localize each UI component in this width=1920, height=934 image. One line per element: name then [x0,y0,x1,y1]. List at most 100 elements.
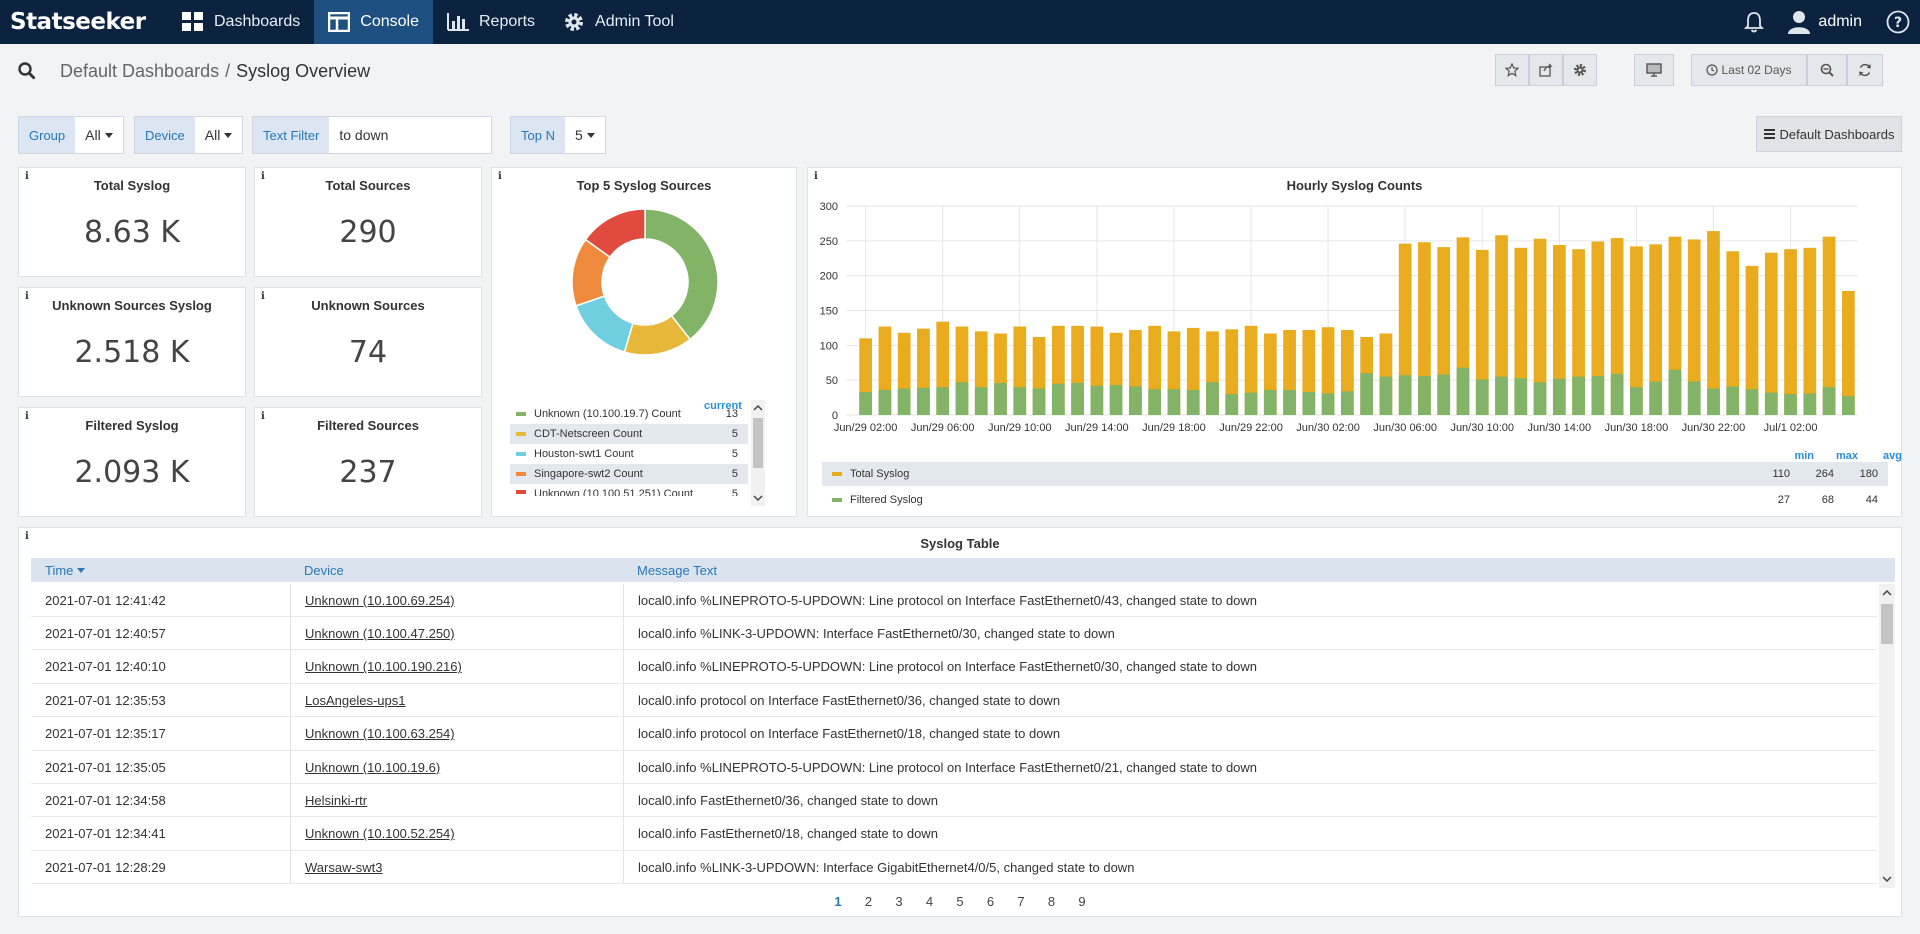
donut-slice[interactable] [575,295,634,353]
donut-slice[interactable] [584,208,646,259]
bar-filtered-syslog[interactable] [917,387,930,415]
bar-filtered-syslog[interactable] [859,392,872,415]
bar-filtered-syslog[interactable] [1456,367,1470,415]
legend-item[interactable]: Unknown (10.100.19.7) Count 13 [510,404,748,424]
bar-filtered-syslog[interactable] [1360,373,1373,415]
device-link[interactable]: Unknown (10.100.190.216) [305,659,462,675]
bar-filtered-syslog[interactable] [878,389,892,415]
device-link[interactable]: Unknown (10.100.47.250) [305,625,455,641]
bar-filtered-syslog[interactable] [1051,383,1065,415]
device-link[interactable]: Unknown (10.100.19.6) [305,759,441,775]
bar-filtered-syslog[interactable] [1822,387,1836,415]
page-number[interactable]: 1 [834,894,842,909]
chevron-down-icon[interactable] [751,492,765,504]
bar-total-syslog[interactable] [1764,252,1778,415]
bar-filtered-syslog[interactable] [1418,375,1431,415]
nav-item-console[interactable]: Console [314,0,433,44]
bar-total-syslog[interactable] [1398,243,1412,415]
bar-filtered-syslog[interactable] [1148,389,1162,415]
donut-slice[interactable] [644,208,719,341]
chevron-up-icon[interactable] [1879,586,1895,600]
bar-filtered-syslog[interactable] [1630,387,1643,415]
info-icon[interactable]: i [25,531,29,542]
bar-filtered-syslog[interactable] [1514,378,1528,415]
bar-filtered-syslog[interactable] [1129,386,1142,415]
bar-filtered-syslog[interactable] [1591,375,1605,415]
page-number[interactable]: 7 [1017,894,1025,909]
info-icon[interactable]: i [814,171,818,182]
table-scrollbar[interactable] [1879,584,1895,888]
table-row[interactable]: 2021-07-01 12:40:57 Unknown (10.100.47.25… [31,616,1877,651]
bar-filtered-syslog[interactable] [1341,391,1354,415]
bar-total-syslog[interactable] [1745,265,1759,415]
page-number[interactable]: 4 [925,894,934,909]
device-link[interactable]: LosAngeles-ups1 [305,692,406,708]
column-header-time[interactable]: Time [31,563,290,578]
bar-filtered-syslog[interactable] [994,382,1007,415]
share-button[interactable] [1529,54,1563,86]
table-row[interactable]: 2021-07-01 12:35:53 LosAngeles-ups1 local0… [31,683,1877,718]
info-icon[interactable]: i [25,291,29,302]
bar-total-syslog[interactable] [1321,327,1335,415]
bar-filtered-syslog[interactable] [955,382,969,415]
group-filter[interactable]: Group All [18,116,124,154]
bar-total-syslog[interactable] [1495,235,1508,415]
chevron-down-icon[interactable] [1879,872,1895,886]
bar-filtered-syslog[interactable] [1552,378,1566,415]
bell-icon[interactable] [1744,11,1765,33]
bar-filtered-syslog[interactable] [1842,396,1855,415]
favorite-button[interactable] [1495,54,1529,86]
bar-total-syslog[interactable] [1687,239,1701,415]
page-number[interactable]: 6 [986,894,995,909]
bar-total-syslog[interactable] [1514,247,1528,415]
bar-filtered-syslog[interactable] [1649,381,1663,415]
legend-item[interactable]: CDT-Netscreen Count 5 [510,424,748,444]
bar-filtered-syslog[interactable] [1167,389,1181,415]
chart-legend-item[interactable]: Filtered Syslog 27 68 44 [822,488,1888,512]
device-link[interactable]: Unknown (10.100.69.254) [305,592,455,608]
bar-total-syslog[interactable] [1572,249,1585,415]
statseeker-logo[interactable]: Statseeker [0,9,168,35]
bar-total-syslog[interactable] [1842,290,1855,415]
bar-total-syslog[interactable] [1475,249,1489,415]
bar-filtered-syslog[interactable] [1283,389,1296,415]
device-link[interactable]: Helsinki-rtr [305,792,368,808]
bar-filtered-syslog[interactable] [1437,374,1451,415]
bar-filtered-syslog[interactable] [1244,392,1258,415]
bar-filtered-syslog[interactable] [1225,394,1239,415]
bar-filtered-syslog[interactable] [1803,393,1817,415]
page-number[interactable]: 2 [864,894,873,909]
bar-total-syslog[interactable] [1418,242,1431,415]
bar-filtered-syslog[interactable] [1263,389,1277,415]
help-icon[interactable]: ? [1886,10,1910,34]
bar-filtered-syslog[interactable] [936,387,950,415]
top-n-filter[interactable]: Top N 5 [510,116,606,154]
scrollbar-thumb[interactable] [753,418,763,468]
info-icon[interactable]: i [261,411,265,422]
table-row[interactable]: 2021-07-01 12:28:29 Warsaw-swt3 local0.inf… [31,850,1877,885]
bar-filtered-syslog[interactable] [1032,388,1046,415]
table-row[interactable]: 2021-07-01 12:35:05 Unknown (10.100.19.6)… [31,750,1877,784]
bar-total-syslog[interactable] [1649,244,1663,415]
bar-filtered-syslog[interactable] [1398,375,1412,415]
bar-filtered-syslog[interactable] [1764,392,1778,415]
bar-filtered-syslog[interactable] [1572,376,1585,415]
column-header-device[interactable]: Device [304,562,344,578]
bar-filtered-syslog[interactable] [1379,376,1393,415]
bar-total-syslog[interactable] [1591,241,1605,415]
bar-total-syslog[interactable] [1533,238,1547,415]
bar-total-syslog[interactable] [1225,329,1239,415]
time-range-button[interactable]: Last 02 Days [1691,54,1807,86]
table-row[interactable]: 2021-07-01 12:40:10 Unknown (10.100.190.2… [31,650,1877,684]
page-number[interactable]: 9 [1078,894,1086,909]
device-filter-select[interactable]: All [195,117,243,153]
bar-filtered-syslog[interactable] [1610,373,1624,415]
bar-filtered-syslog[interactable] [1668,369,1682,415]
bar-filtered-syslog[interactable] [1109,385,1123,415]
bar-total-syslog[interactable] [1726,251,1740,415]
bar-filtered-syslog[interactable] [897,388,911,415]
default-dashboards-button[interactable]: Default Dashboards [1756,116,1902,152]
page-number[interactable]: 5 [956,894,964,909]
search-icon[interactable] [18,62,36,80]
bar-filtered-syslog[interactable] [1186,389,1200,415]
